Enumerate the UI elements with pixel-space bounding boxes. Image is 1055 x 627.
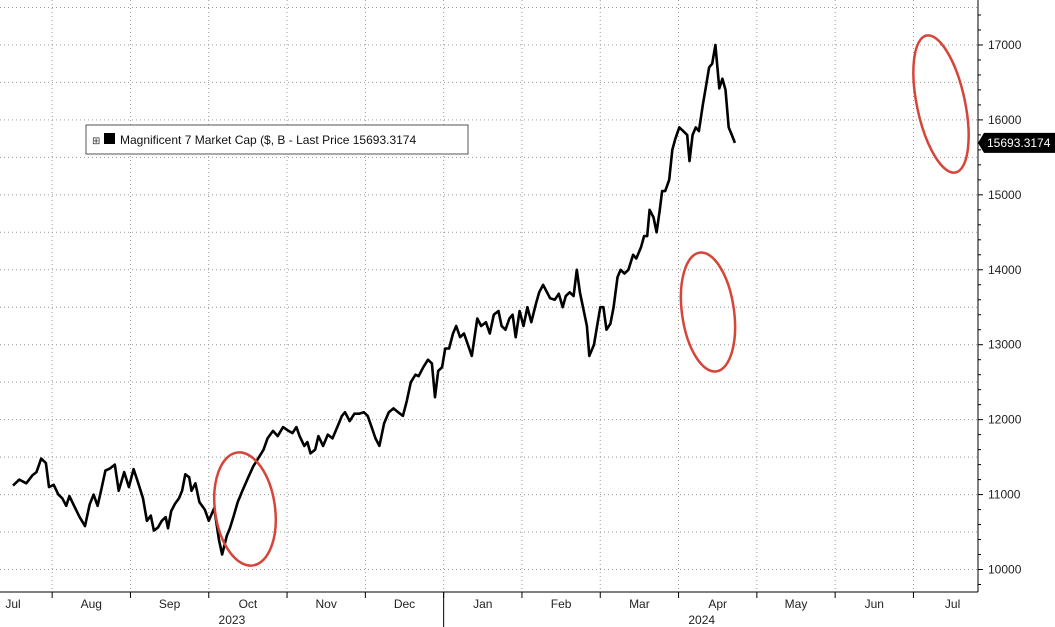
y-tick-label: 15000 bbox=[988, 188, 1022, 202]
x-month-label: Apr bbox=[708, 597, 727, 611]
y-tick-label: 17000 bbox=[988, 38, 1022, 52]
x-month-label: Nov bbox=[316, 597, 337, 611]
x-year-label: 2024 bbox=[688, 613, 715, 627]
highlight-ellipse-jul bbox=[912, 34, 970, 174]
x-month-label: Mar bbox=[629, 597, 650, 611]
x-month-label: Jun bbox=[865, 597, 884, 611]
legend-swatch bbox=[104, 133, 115, 144]
last-value-tag: 15693.3174 bbox=[978, 132, 1055, 153]
x-month-label: Jul bbox=[5, 597, 20, 611]
last-value-label: 15693.3174 bbox=[987, 136, 1051, 150]
x-axis-ticks: Jul Aug Sep Oct Nov Dec Jan Feb Mar Apr May Jun Jul 2… bbox=[5, 592, 960, 627]
legend-box bbox=[85, 124, 469, 155]
highlight-ellipse-oct bbox=[213, 451, 277, 567]
y-tick-label: 11000 bbox=[988, 488, 1021, 502]
series-group bbox=[12, 43, 737, 556]
x-month-label: Feb bbox=[551, 597, 572, 611]
y-axis-ticks: 10000 11000 12000 13000 14000 15000 16000 17000 bbox=[978, 14, 1022, 586]
series-line bbox=[12, 43, 737, 556]
x-month-label: May bbox=[785, 597, 808, 611]
last-value-tag-shape bbox=[978, 132, 1055, 153]
y-tick-label: 16000 bbox=[988, 113, 1022, 127]
highlight-ellipses bbox=[213, 34, 970, 567]
x-year-label: 2023 bbox=[219, 613, 246, 627]
grid-lines bbox=[0, 0, 978, 592]
x-month-label: Jul bbox=[945, 597, 960, 611]
y-tick-label: 10000 bbox=[988, 563, 1022, 577]
x-month-label: Aug bbox=[81, 597, 102, 611]
highlight-ellipse-apr bbox=[679, 251, 737, 373]
y-tick-label: 13000 bbox=[988, 338, 1022, 352]
legend-label: Magnificent 7 Market Cap ($, B - Last Pr… bbox=[120, 133, 416, 147]
x-month-label: Oct bbox=[239, 597, 258, 611]
x-month-label: Dec bbox=[394, 597, 415, 611]
x-month-label: Sep bbox=[159, 597, 181, 611]
x-month-label: Jan bbox=[473, 597, 492, 611]
legend: ⊞ Magnificent 7 Market Cap ($, B - Last … bbox=[85, 124, 469, 155]
y-tick-label: 12000 bbox=[988, 413, 1022, 427]
y-tick-label: 14000 bbox=[988, 263, 1022, 277]
legend-expand-icon[interactable]: ⊞ bbox=[92, 136, 100, 147]
